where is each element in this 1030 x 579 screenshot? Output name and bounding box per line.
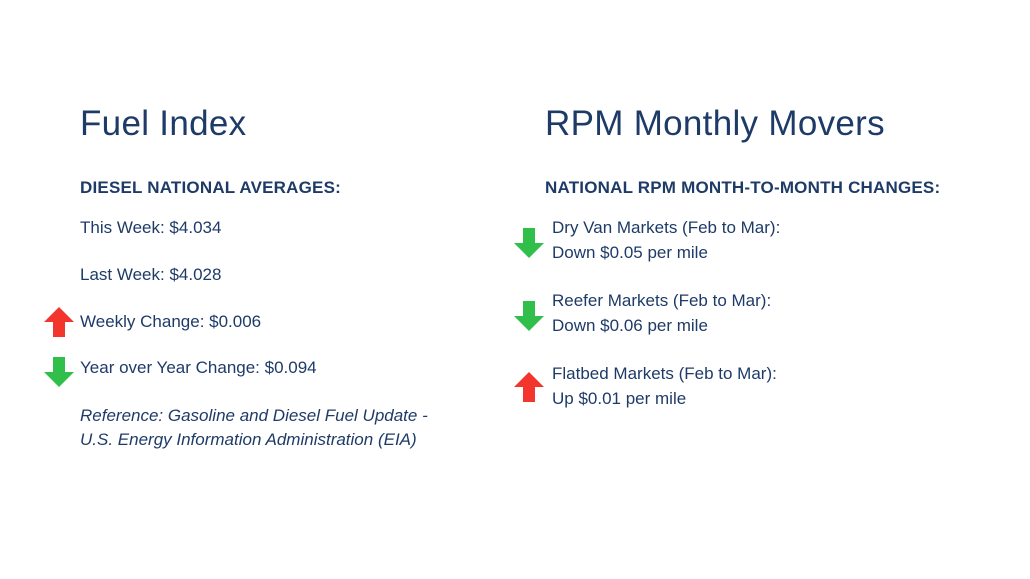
arrow-down-icon — [514, 301, 544, 331]
reference-line-2: U.S. Energy Information Administration (… — [80, 430, 417, 449]
rpm-monthly-movers-title: RPM Monthly Movers — [545, 104, 885, 143]
fuel-index-title: Fuel Index — [80, 104, 247, 143]
mover-market-label: Reefer Markets (Feb to Mar): — [552, 291, 772, 310]
mover-market-label: Dry Van Markets (Feb to Mar): — [552, 218, 781, 237]
yoy-change-value: Year over Year Change: $0.094 — [80, 358, 317, 377]
mover-change-value: Down $0.06 per mile — [552, 316, 708, 335]
mover-reefer: Reefer Markets (Feb to Mar): Down $0.06 … — [500, 289, 1030, 345]
mover-flatbed: Flatbed Markets (Feb to Mar): Up $0.01 p… — [500, 362, 1030, 418]
arrow-down-icon — [514, 228, 544, 258]
fuel-index-panel: Fuel Index DIESEL NATIONAL AVERAGES: Thi… — [0, 0, 500, 579]
arrow-down-icon — [44, 357, 74, 387]
mover-market-label: Flatbed Markets (Feb to Mar): — [552, 364, 777, 383]
mover-dry-van: Dry Van Markets (Feb to Mar): Down $0.05… — [500, 216, 1030, 272]
reference-line-1: Reference: Gasoline and Diesel Fuel Upda… — [80, 406, 428, 425]
rpm-changes-heading: NATIONAL RPM MONTH-TO-MONTH CHANGES: — [545, 178, 941, 197]
rpm-monthly-movers-panel: RPM Monthly Movers NATIONAL RPM MONTH-TO… — [500, 0, 1030, 579]
diesel-averages-heading: DIESEL NATIONAL AVERAGES: — [80, 178, 341, 197]
arrow-up-icon — [514, 372, 544, 402]
weekly-change-value: Weekly Change: $0.006 — [80, 312, 262, 331]
last-week-value: Last Week: $4.028 — [80, 265, 222, 284]
mover-change-value: Down $0.05 per mile — [552, 243, 708, 262]
arrow-up-icon — [44, 307, 74, 337]
mover-change-value: Up $0.01 per mile — [552, 389, 687, 408]
this-week-value: This Week: $4.034 — [80, 218, 222, 237]
